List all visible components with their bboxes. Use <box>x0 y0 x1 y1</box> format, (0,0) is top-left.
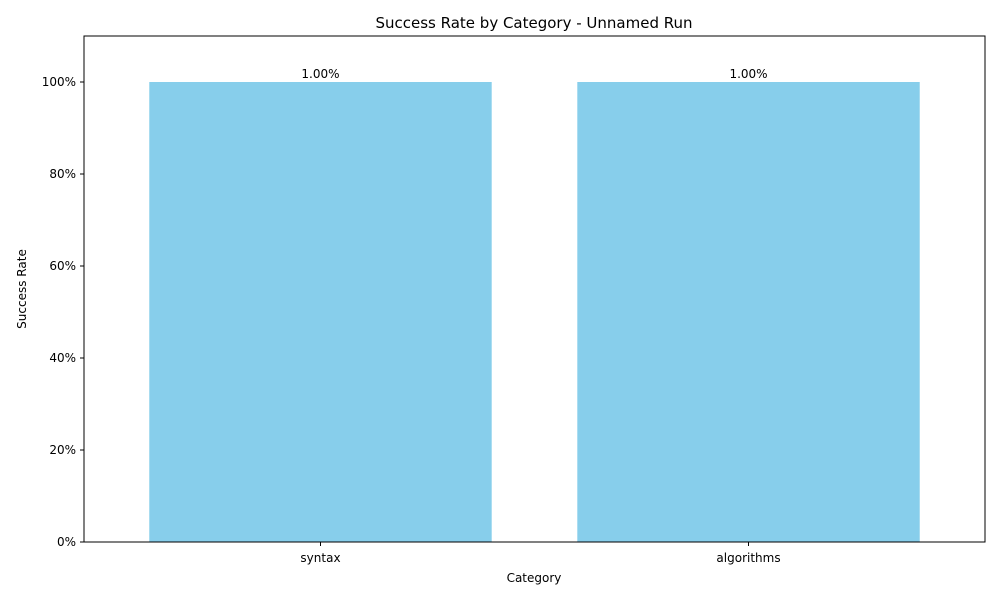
y-axis: 0% 20% 40% 60% 80% 100% <box>42 75 84 549</box>
chart-title: Success Rate by Category - Unnamed Run <box>375 14 692 32</box>
bars-group <box>149 82 920 542</box>
x-tick-label: algorithms <box>716 551 780 565</box>
y-tick-label: 40% <box>49 351 76 365</box>
x-axis-label: Category <box>507 571 562 585</box>
y-tick-label: 20% <box>49 443 76 457</box>
x-axis: syntax algorithms <box>300 542 781 565</box>
bar-algorithms <box>577 82 920 542</box>
bar-value-label: 1.00% <box>729 67 767 81</box>
y-tick-label: 100% <box>42 75 76 89</box>
bar-labels-group: 1.00% 1.00% <box>301 67 767 81</box>
y-tick-label: 0% <box>57 535 76 549</box>
bar-syntax <box>149 82 492 542</box>
plot-frame <box>83 35 986 543</box>
y-axis-label: Success Rate <box>15 249 29 329</box>
y-tick-label: 80% <box>49 167 76 181</box>
x-tick-label: syntax <box>300 551 340 565</box>
y-tick-label: 60% <box>49 259 76 273</box>
bar-value-label: 1.00% <box>301 67 339 81</box>
